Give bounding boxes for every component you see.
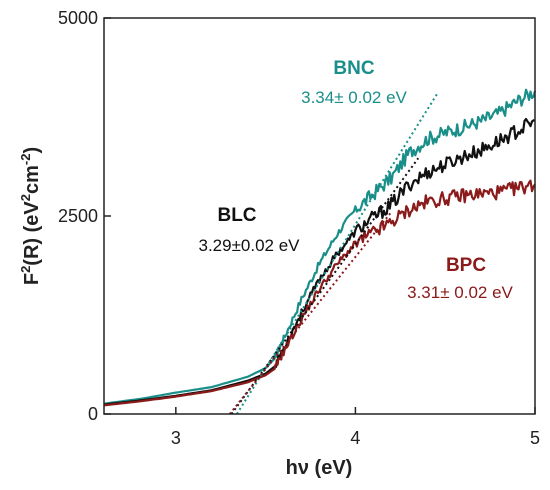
annotation-blc-value: 3.29±0.02 eV: [198, 236, 300, 255]
curves-layer: [103, 88, 537, 407]
x-tick-label: 3: [171, 428, 181, 448]
series-line-bnc: [103, 88, 537, 405]
annotation-bnc-value: 3.34± 0.02 eV: [301, 88, 407, 107]
plot-frame: [103, 17, 536, 415]
y-tick-label: 5000: [58, 8, 98, 28]
annotation-bnc-name: BNC: [333, 58, 374, 79]
tangent-lines-layer: [228, 91, 439, 415]
x-tick-label: 4: [350, 428, 360, 448]
x-tick-label: 5: [530, 428, 540, 448]
series-line-blc: [103, 117, 536, 406]
annotation-bpc-value: 3.31± 0.02 eV: [407, 283, 513, 302]
y-tick-label: 2500: [58, 206, 98, 226]
tangent-line-bnc: [236, 91, 439, 415]
x-axis-title: hν (eV): [286, 457, 353, 479]
series-line-bpc: [103, 179, 536, 407]
annotation-blc-name: BLC: [217, 205, 256, 226]
y-axis-title: F2(R) (eV2cm-2): [18, 147, 43, 285]
ticks-layer: 3 4 5 0 2500 5000: [58, 8, 540, 448]
annotation-bpc-name: BPC: [446, 255, 486, 276]
y-tick-label: 0: [88, 404, 98, 424]
tangent-line-bpc: [228, 211, 393, 415]
